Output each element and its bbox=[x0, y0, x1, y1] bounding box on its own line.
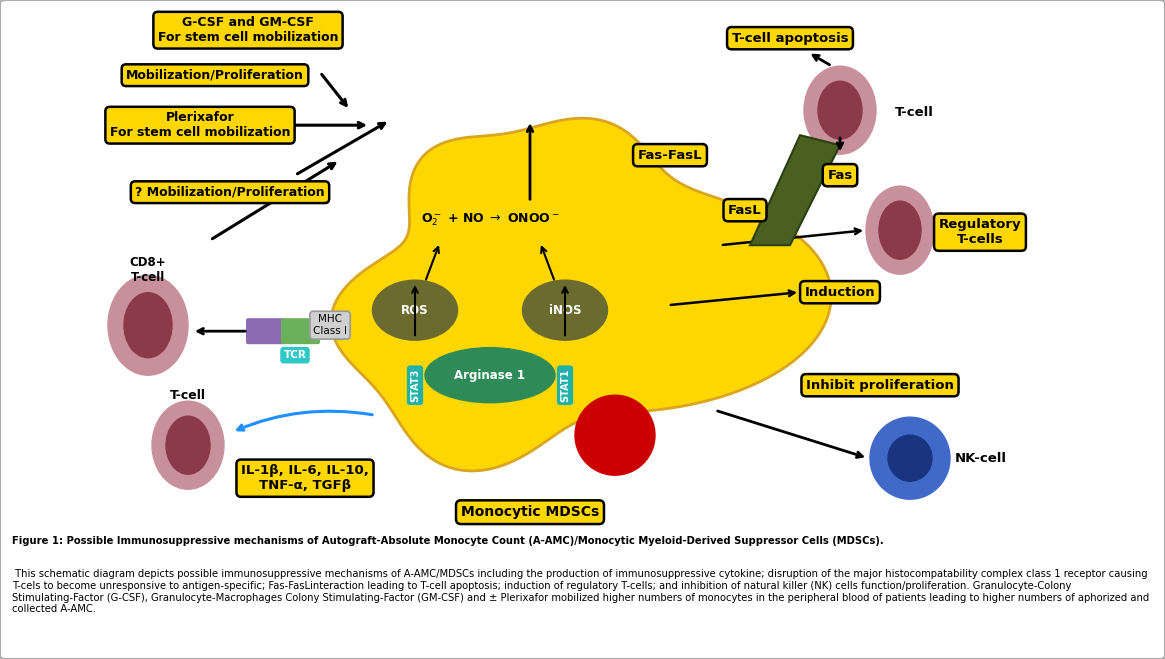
Text: MHC
Class I: MHC Class I bbox=[313, 314, 347, 336]
Text: Mobilization/Proliferation: Mobilization/Proliferation bbox=[126, 69, 304, 82]
Text: IL-1β, IL-6, IL-10,
TNF-α, TGFβ: IL-1β, IL-6, IL-10, TNF-α, TGFβ bbox=[241, 464, 369, 492]
Ellipse shape bbox=[108, 275, 188, 375]
Text: T-cell: T-cell bbox=[170, 389, 206, 402]
Ellipse shape bbox=[804, 66, 876, 154]
Ellipse shape bbox=[313, 324, 327, 338]
Ellipse shape bbox=[425, 348, 555, 403]
Ellipse shape bbox=[888, 435, 932, 481]
Text: T-cell: T-cell bbox=[895, 105, 934, 119]
Text: NK-cell: NK-cell bbox=[955, 451, 1007, 465]
Text: iNOS: iNOS bbox=[549, 304, 581, 317]
Ellipse shape bbox=[818, 81, 862, 139]
Text: TCR: TCR bbox=[283, 350, 306, 360]
Text: Fas: Fas bbox=[827, 169, 853, 182]
Ellipse shape bbox=[870, 417, 949, 499]
Text: Regulatory
T-cells: Regulatory T-cells bbox=[939, 218, 1022, 246]
Polygon shape bbox=[331, 118, 831, 471]
Text: Induction: Induction bbox=[805, 286, 875, 299]
Ellipse shape bbox=[373, 280, 458, 340]
Text: O$_2^-$ + NO $\rightarrow$ ONOO$^-$: O$_2^-$ + NO $\rightarrow$ ONOO$^-$ bbox=[421, 212, 559, 229]
Text: Inhibit proliferation: Inhibit proliferation bbox=[806, 379, 954, 391]
Text: FasL: FasL bbox=[728, 204, 762, 217]
Ellipse shape bbox=[866, 186, 934, 274]
Text: T-cell apoptosis: T-cell apoptosis bbox=[732, 32, 848, 45]
FancyBboxPatch shape bbox=[281, 318, 320, 344]
Text: ROS: ROS bbox=[401, 304, 429, 317]
FancyBboxPatch shape bbox=[246, 318, 285, 344]
Text: Arginase 1: Arginase 1 bbox=[454, 368, 525, 382]
Text: Monocytic MDSCs: Monocytic MDSCs bbox=[461, 505, 599, 519]
Text: STAT3: STAT3 bbox=[410, 368, 421, 402]
Text: Fas-FasL: Fas-FasL bbox=[637, 149, 702, 161]
Ellipse shape bbox=[576, 395, 655, 475]
Text: This schematic diagram depicts possible immunosuppressive mechanisms of A-AMC/MD: This schematic diagram depicts possible … bbox=[12, 569, 1149, 614]
Text: Figure 1: Possible Immunosuppressive mechanisms of Autograft-Absolute Monocyte C: Figure 1: Possible Immunosuppressive mec… bbox=[12, 536, 883, 546]
Ellipse shape bbox=[165, 416, 210, 474]
Text: CD8+
T-cell: CD8+ T-cell bbox=[129, 256, 167, 284]
Text: Plerixafor
For stem cell mobilization: Plerixafor For stem cell mobilization bbox=[110, 111, 290, 139]
Ellipse shape bbox=[123, 293, 172, 358]
Text: G-CSF and GM-CSF
For stem cell mobilization: G-CSF and GM-CSF For stem cell mobilizat… bbox=[157, 16, 338, 44]
Ellipse shape bbox=[151, 401, 224, 489]
Ellipse shape bbox=[880, 201, 922, 259]
Polygon shape bbox=[750, 135, 840, 245]
Ellipse shape bbox=[522, 280, 607, 340]
Text: ? Mobilization/Proliferation: ? Mobilization/Proliferation bbox=[135, 186, 325, 199]
Text: STAT1: STAT1 bbox=[560, 368, 570, 402]
